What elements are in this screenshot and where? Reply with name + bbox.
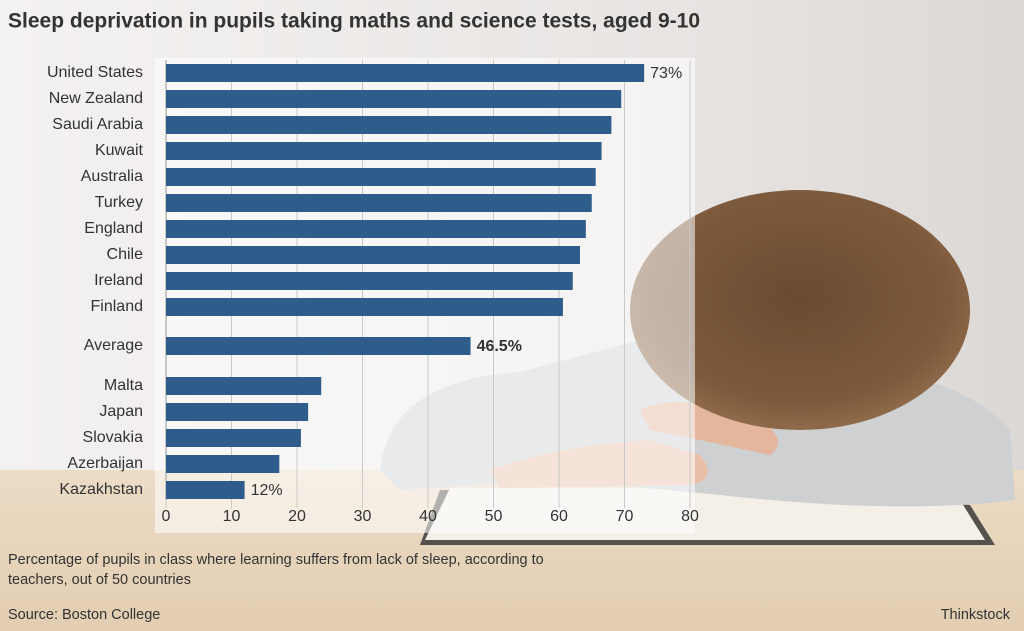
y-tick-label: England xyxy=(84,220,143,237)
y-tick-label: Ireland xyxy=(94,272,143,289)
y-tick-label: Chile xyxy=(107,246,144,263)
x-tick-label: 60 xyxy=(550,508,568,525)
bar xyxy=(166,64,645,82)
note: Percentage of pupils in class where lear… xyxy=(8,552,544,588)
credit: Thinkstock xyxy=(941,607,1011,623)
y-tick-label: Kuwait xyxy=(95,142,144,159)
bar xyxy=(166,90,622,108)
y-tick-label: United States xyxy=(47,64,143,81)
y-tick-label: Malta xyxy=(104,377,143,394)
bar xyxy=(166,272,573,290)
bar xyxy=(166,194,592,212)
bar xyxy=(166,168,596,186)
x-tick-label: 10 xyxy=(223,508,241,525)
bar xyxy=(166,455,280,473)
source: Source: Boston College xyxy=(8,607,160,623)
chart-title: Sleep deprivation in pupils taking maths… xyxy=(8,10,700,33)
y-tick-label: Slovakia xyxy=(83,429,144,446)
y-tick-label: Kazakhstan xyxy=(59,481,143,498)
y-tick-label: New Zealand xyxy=(49,90,143,107)
y-tick-label: Average xyxy=(84,337,143,354)
bar xyxy=(166,429,301,447)
y-tick-label: Turkey xyxy=(95,194,143,211)
bar xyxy=(166,403,309,421)
x-tick-label: 0 xyxy=(162,508,171,525)
y-tick-label: Azerbaijan xyxy=(67,455,143,472)
value-label: 46.5% xyxy=(477,338,522,355)
bar xyxy=(166,337,471,355)
x-tick-label: 40 xyxy=(419,508,437,525)
x-tick-label: 50 xyxy=(485,508,503,525)
bar xyxy=(166,220,586,238)
x-tick-label: 70 xyxy=(616,508,634,525)
bar xyxy=(166,116,612,134)
y-tick-label: Finland xyxy=(91,298,143,315)
value-label: 73% xyxy=(650,65,682,82)
bar xyxy=(166,481,245,499)
y-tick-label: Australia xyxy=(81,168,143,185)
bar xyxy=(166,298,563,316)
x-tick-label: 80 xyxy=(681,508,699,525)
x-tick-label: 20 xyxy=(288,508,306,525)
x-tick-label: 30 xyxy=(354,508,372,525)
bar xyxy=(166,142,602,160)
y-tick-label: Saudi Arabia xyxy=(52,116,143,133)
y-tick-label: Japan xyxy=(99,403,143,420)
bar xyxy=(166,246,580,264)
bar xyxy=(166,377,322,395)
plot-panel xyxy=(155,58,695,533)
value-label: 12% xyxy=(251,482,283,499)
